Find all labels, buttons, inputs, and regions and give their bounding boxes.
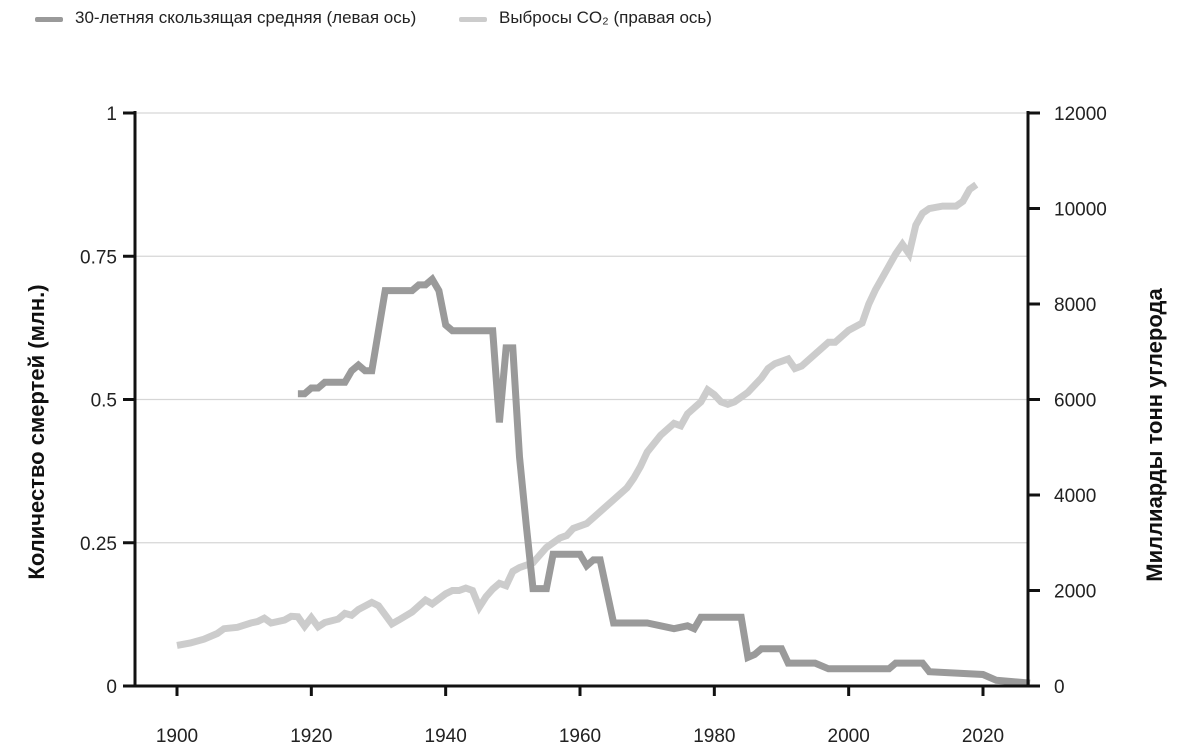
y-left-tick-label: 0.25 <box>80 534 117 555</box>
legend-item-co2-emissions: Выбросы CO₂ (правая ось) <box>459 8 779 32</box>
legend-item-moving-average: 30-летняя скользящая средняя (левая ось) <box>35 8 435 52</box>
y-axis-left-title: Количество смертей (млн.) <box>24 284 49 579</box>
y-left-tick-label: 0.75 <box>80 247 117 268</box>
x-tick-label: 2020 <box>962 726 1004 747</box>
y-right-tick-label: 2000 <box>1054 582 1096 603</box>
x-tick-label: 1900 <box>156 726 198 747</box>
legend-swatch-moving-average <box>35 17 63 22</box>
y-right-tick-label: 4000 <box>1054 486 1096 507</box>
y-right-tick-label: 8000 <box>1054 295 1096 316</box>
x-tick-label: 1940 <box>425 726 467 747</box>
x-tick-label: 2000 <box>828 726 870 747</box>
y-axis-right-title: Миллиарды тонн углерода <box>1142 287 1167 581</box>
legend-label-co2-emissions: Выбросы CO₂ (правая ось) <box>499 8 712 27</box>
series-line-moving-average <box>297 273 1031 687</box>
y-left-tick-label: 1 <box>106 104 117 125</box>
grid-lines <box>135 112 1028 544</box>
axes <box>123 111 1040 696</box>
tick-labels: 1900 1920 1940 1960 1980 2000 2020 0 0.25 0.5 0.75… <box>80 104 1107 747</box>
y-right-tick-label: 6000 <box>1054 391 1096 412</box>
y-left-tick-label: 0.5 <box>91 391 117 412</box>
series-line-co2-emissions <box>176 181 979 649</box>
legend-swatch-co2-emissions <box>459 17 487 22</box>
series-layer <box>176 181 1031 687</box>
x-tick-label: 1920 <box>290 726 332 747</box>
x-tick-label: 1980 <box>693 726 735 747</box>
x-tick-label: 1960 <box>559 726 601 747</box>
legend-label-moving-average: 30-летняя скользящая средняя (левая ось) <box>75 8 417 27</box>
y-right-tick-label: 10000 <box>1054 200 1107 221</box>
y-right-tick-label: 0 <box>1054 677 1065 698</box>
y-right-tick-label: 12000 <box>1054 104 1107 125</box>
y-left-tick-label: 0 <box>106 677 117 698</box>
